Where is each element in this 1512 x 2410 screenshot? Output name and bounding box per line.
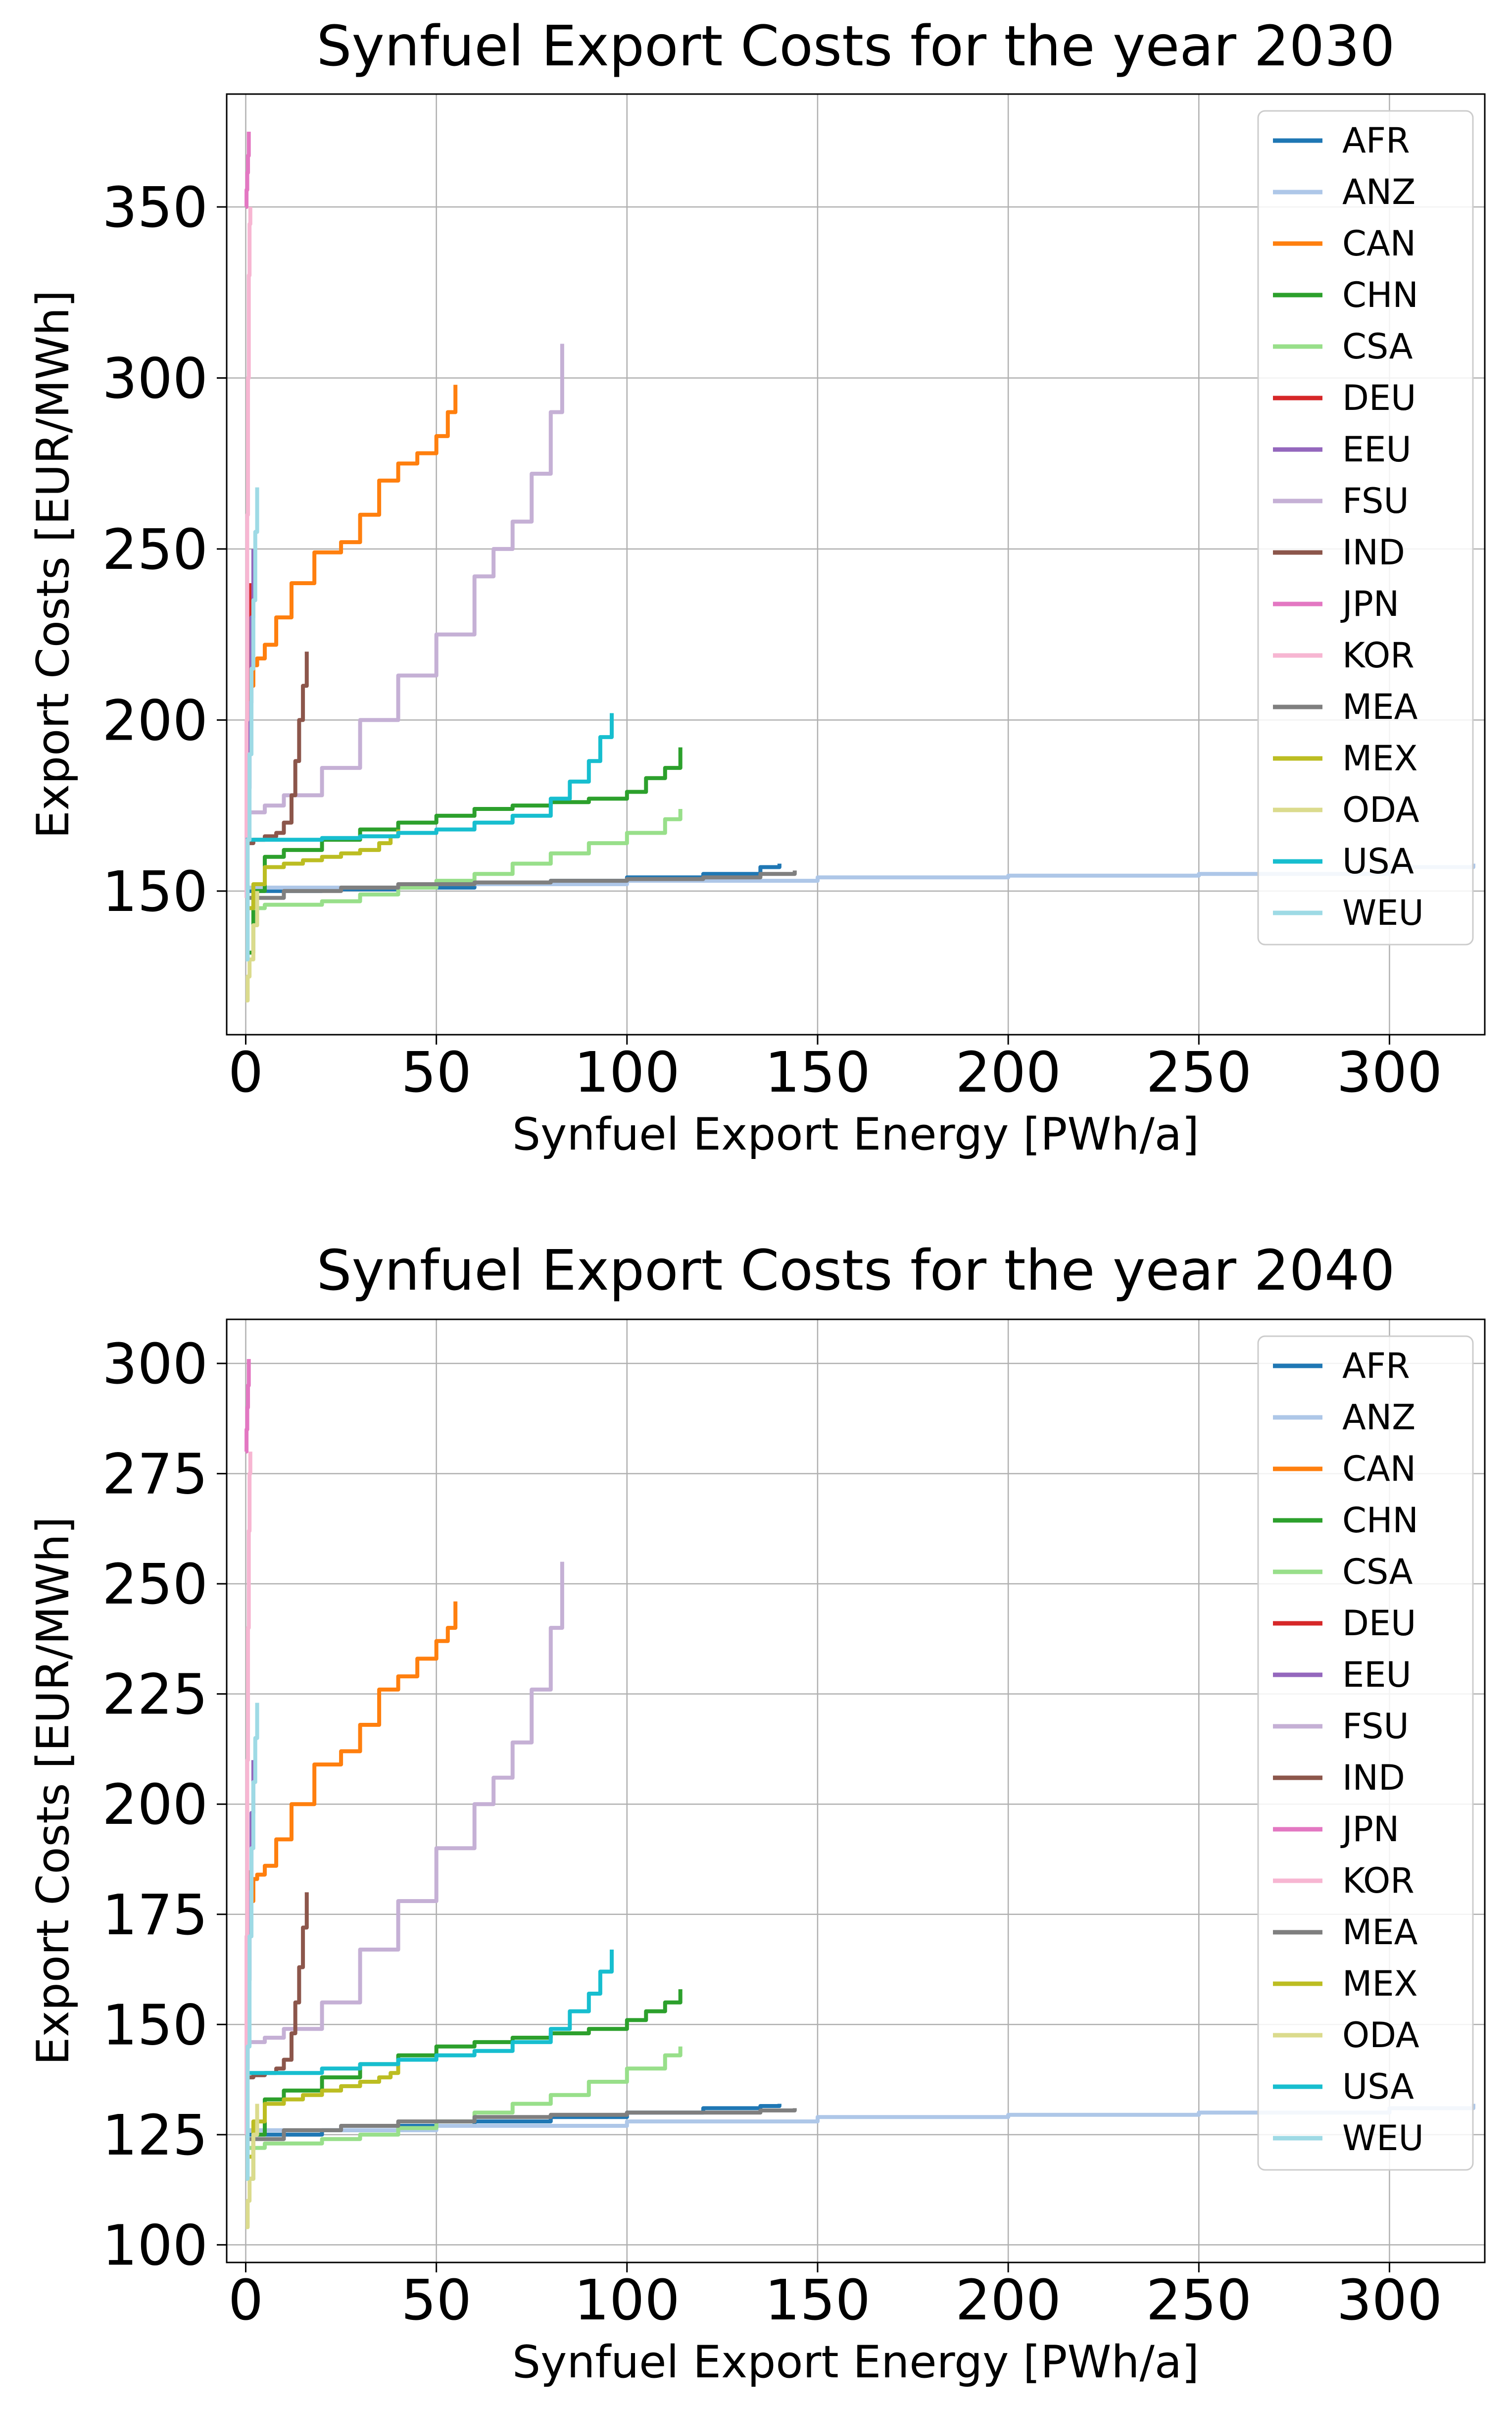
chart-title: Synfuel Export Costs for the year 2040 [316, 1239, 1395, 1303]
legend-label-eeu: EEU [1342, 1655, 1412, 1695]
x-tick-label: 200 [955, 1041, 1061, 1105]
series-line-fsu [245, 344, 564, 814]
series-line-chn [245, 747, 683, 955]
series-line-can [245, 1601, 458, 1921]
x-tick-label: 100 [574, 2268, 680, 2333]
legend-label-afr: AFR [1342, 120, 1410, 161]
series-line-jpn [244, 132, 251, 209]
legend-label-ind: IND [1342, 532, 1405, 573]
series-line-kor [244, 1452, 252, 2137]
y-tick-label: 150 [102, 1993, 208, 2058]
x-tick-label: 50 [401, 1041, 472, 1105]
x-tick-label: 300 [1337, 2268, 1443, 2333]
y-tick-label: 150 [102, 860, 208, 924]
legend-label-fsu: FSU [1342, 1706, 1409, 1747]
legend-label-afr: AFR [1342, 1346, 1410, 1386]
legend-box [1257, 1335, 1474, 2171]
series-line-jpn [244, 1359, 251, 1454]
legend-label-anz: ANZ [1342, 1397, 1415, 1438]
legend-label-weu: WEU [1342, 893, 1424, 933]
series-line-mex [245, 2064, 400, 2159]
legend-label-oda: ODA [1342, 2015, 1419, 2056]
legend-label-anz: ANZ [1342, 172, 1415, 212]
legend-label-fsu: FSU [1342, 481, 1409, 521]
legend-label-jpn: JPN [1340, 1809, 1399, 1850]
series-line-kor [244, 207, 252, 900]
chart-2030: Synfuel Export Costs for the year 2030 0 5… [27, 14, 1486, 1160]
y-tick-label: 175 [102, 1883, 208, 1948]
x-axis-label: Synfuel Export Energy [PWh/a] [512, 2336, 1199, 2388]
legend-box [1257, 110, 1474, 946]
legend-label-mea: MEA [1342, 1912, 1418, 1953]
x-tick-label: 0 [228, 1041, 263, 1105]
legend-label-oda: ODA [1342, 790, 1419, 830]
x-tick-label: 300 [1337, 1041, 1443, 1105]
legend-label-mex: MEX [1342, 1963, 1418, 2004]
x-tick-label: 0 [228, 2268, 263, 2333]
y-axis-label: Export Costs [EUR/MWh] [27, 1516, 79, 2065]
x-tick-label: 200 [955, 2268, 1061, 2333]
legend-label-mex: MEX [1342, 738, 1418, 779]
legend-label-kor: KOR [1342, 1860, 1414, 1901]
series-line-mea [245, 870, 797, 900]
y-tick-label: 200 [102, 689, 208, 753]
legend-label-ind: IND [1342, 1757, 1405, 1798]
legend-label-can: CAN [1342, 1449, 1416, 1489]
legend-label-chn: CHN [1342, 275, 1418, 315]
legend-label-weu: WEU [1342, 2118, 1424, 2159]
legend-label-deu: DEU [1342, 378, 1416, 418]
chart-2040: Synfuel Export Costs for the year 2040 0 5… [27, 1239, 1486, 2388]
legend-label-csa: CSA [1342, 1552, 1413, 1592]
legend-label-mea: MEA [1342, 687, 1418, 727]
series-line-weu [245, 1703, 259, 2181]
legend-label-csa: CSA [1342, 326, 1413, 367]
legend-label-jpn: JPN [1340, 584, 1399, 624]
series-line-chn [245, 1989, 683, 2181]
y-tick-label: 250 [102, 518, 208, 582]
series-line-can [245, 385, 458, 705]
x-tick-label: 250 [1146, 2268, 1252, 2333]
y-tick-label: 225 [102, 1663, 208, 1727]
legend-label-deu: DEU [1342, 1603, 1416, 1644]
series-line-weu [245, 487, 259, 961]
y-tick-label: 125 [102, 2104, 208, 2168]
series-line-fsu [245, 1561, 564, 2044]
axes-frame [226, 1318, 1486, 2263]
y-tick-label: 250 [102, 1553, 208, 1617]
y-tick-label: 275 [102, 1443, 208, 1507]
x-tick-label: 50 [401, 2268, 472, 2333]
legend-label-can: CAN [1342, 223, 1416, 264]
series-line-usa [245, 1950, 614, 2075]
y-tick-label: 300 [102, 347, 208, 411]
legend-label-usa: USA [1342, 841, 1414, 882]
series-line-mex [245, 829, 400, 910]
series-line-ind [245, 1892, 309, 2080]
legend-label-usa: USA [1342, 2066, 1414, 2107]
y-axis-label: Export Costs [EUR/MWh] [27, 290, 79, 839]
x-tick-label: 250 [1146, 1041, 1252, 1105]
series-line-mea [245, 2108, 797, 2141]
series-line-usa [245, 713, 614, 842]
legend-label-chn: CHN [1342, 1500, 1418, 1541]
y-tick-label: 350 [102, 176, 208, 240]
x-tick-label: 150 [765, 1041, 871, 1105]
x-tick-label: 150 [765, 2268, 871, 2333]
legend-label-kor: KOR [1342, 635, 1414, 676]
x-axis-label: Synfuel Export Energy [PWh/a] [512, 1108, 1199, 1160]
series-line-csa [245, 809, 683, 910]
legend-label-eeu: EEU [1342, 429, 1412, 470]
chart-title: Synfuel Export Costs for the year 2030 [316, 14, 1395, 79]
y-tick-label: 100 [102, 2213, 208, 2278]
x-tick-label: 100 [574, 1041, 680, 1105]
axes-frame [226, 93, 1486, 1036]
y-tick-label: 300 [102, 1332, 208, 1397]
y-tick-label: 200 [102, 1773, 208, 1837]
